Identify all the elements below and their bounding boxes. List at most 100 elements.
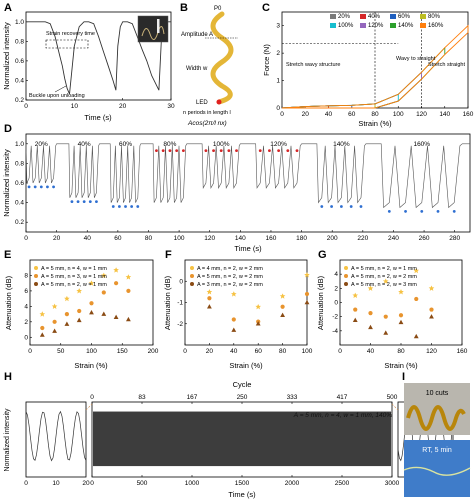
panel-f-xlabel: Strain (%) <box>229 361 263 370</box>
panel-f-xtick-label: 20 <box>206 348 214 355</box>
panel-i-label-rt: RT, 5 min <box>422 447 452 454</box>
panel-d-marker <box>227 149 231 153</box>
panel-d-xtick-label: 280 <box>449 235 460 242</box>
panel-letter-g: G <box>318 249 327 261</box>
panel-c-xtick-label: 120 <box>416 111 427 118</box>
panel-d-marker <box>349 205 353 208</box>
panel-d-marker <box>27 185 31 189</box>
panel-d-marker <box>88 200 92 204</box>
panel-d-marker <box>436 210 440 213</box>
panel-e-legend-marker <box>34 282 38 286</box>
panel-f-point <box>279 293 286 299</box>
panel-d-marker <box>175 149 179 153</box>
panel-d-strain-label: 120% <box>270 141 287 148</box>
panel-d-marker <box>204 149 208 153</box>
panel-f-ytick-label: 0 <box>179 278 183 285</box>
panel-c-legend-label: 40% <box>368 14 381 20</box>
panel-g-point <box>383 330 389 335</box>
panel-letter-h: H <box>4 371 12 383</box>
panel-d-ylabel: Normalized intensity <box>2 149 11 217</box>
panel-g-legend-marker <box>344 274 348 278</box>
panel-e-point <box>39 311 46 317</box>
panel-g-point <box>428 285 435 291</box>
panel-f-ytick-label: -2 <box>177 321 183 328</box>
panel-d-marker <box>82 200 86 204</box>
panel-d-xtick-label: 260 <box>419 235 430 242</box>
panel-c-region-3: Stretch straight <box>428 62 465 68</box>
panel-g-legend-label: A = 5 mm, n = 2, w = 3 mm <box>351 282 417 288</box>
panel-f-point <box>231 327 237 332</box>
panel-f-legend-label: A = 4 mm, n = 2, w = 2 mm <box>197 266 263 272</box>
panel-d-marker <box>181 149 185 153</box>
panel-d-marker <box>130 205 134 208</box>
panel-d-marker <box>76 200 80 204</box>
panel-h-inset-left-frame <box>25 401 87 478</box>
panel-d-marker <box>117 205 121 208</box>
panel-h-top-tick-label: 500 <box>387 394 398 401</box>
panel-e-ytick-label: 0 <box>24 334 28 341</box>
panel-d-xtick-label: 20 <box>53 235 61 242</box>
panel-b-wavy-strip <box>210 11 234 105</box>
panel-f-point <box>207 296 212 301</box>
panel-f-point <box>231 317 236 322</box>
panel-e-point <box>101 272 107 279</box>
panel-f-xtick-label: 0 <box>183 348 187 355</box>
panel-e-xtick-label: 50 <box>57 348 65 355</box>
panel-g-ytick-label: -4 <box>332 328 338 335</box>
panel-a-annotation-buckle: Buckle upon unloading <box>29 93 85 99</box>
panel-h-top-tick-label: 167 <box>187 394 198 401</box>
panel-d-xtick-label: 180 <box>296 235 307 242</box>
panel-d-marker <box>452 210 456 213</box>
panel-d-marker <box>46 185 49 189</box>
panel-letter-c: C <box>262 2 270 14</box>
panel-d-xtick-label: 140 <box>235 235 246 242</box>
panel-f-xtick-label: 60 <box>255 348 263 355</box>
panel-f-legend-label: A = 5 mm, n = 2, w = 2 mm <box>197 274 263 280</box>
panel-a-xtick-label: 0 <box>24 103 28 110</box>
panel-f-point <box>207 304 212 309</box>
panel-b-led-dot <box>216 99 222 105</box>
panel-i-strand <box>403 466 471 476</box>
panel-d-xtick-label: 40 <box>84 235 92 242</box>
panel-a-frame <box>25 11 172 101</box>
panel-h-ylabel: Normalized intensity <box>4 408 11 472</box>
panel-c-xtick-label: 40 <box>325 111 333 118</box>
panel-i-spring-sample <box>406 405 466 431</box>
panel-a-xtick-label: 10 <box>71 103 79 110</box>
panel-a-plot: 0 10 20 30 0.2 0.4 0.6 0.8 1.0 <box>15 19 175 110</box>
panel-d-marker <box>39 185 43 189</box>
panel-e-point <box>89 309 94 315</box>
panel-d-plot: 0 20 40 60 80 100 120 140 160 180 200 220 240 260 280 0… <box>15 141 470 242</box>
panel-h-top-tick-label: 417 <box>337 394 348 401</box>
panel-c-legend-label: 140% <box>398 23 414 29</box>
panel-d-strain-label: 60% <box>119 141 132 148</box>
panel-c-ytick-label: 2 <box>276 50 280 57</box>
panel-f-ylabel: Attenuation (dB) <box>163 275 172 330</box>
panel-letter-i: I <box>402 371 405 383</box>
panel-d-ytick-label: 0.8 <box>15 160 24 167</box>
panel-c-legend-swatch <box>420 23 426 28</box>
panel-g-point <box>429 314 434 319</box>
panel-e-point <box>76 288 82 294</box>
panel-e-point <box>77 308 82 314</box>
panel-d-xtick-label: 200 <box>327 235 338 242</box>
panel-f: 0 20 40 60 80 100 -2 -1 0 A = 4 mm, n = 2, w = 2 … <box>163 259 313 370</box>
panel-a-series-line <box>26 21 171 95</box>
panel-e-point <box>101 290 106 295</box>
panel-d-marker <box>330 205 333 208</box>
panel-e-point <box>126 288 131 294</box>
panel-f-xtick-label: 100 <box>302 348 313 355</box>
panel-d-marker <box>420 210 424 213</box>
panel-b-label-p0: P0 <box>214 6 222 12</box>
panel-e-point <box>64 295 70 302</box>
panel-a-ytick-label: 0.4 <box>15 77 24 84</box>
panel-h-top-tick-label: 0 <box>90 394 94 401</box>
panel-e-legend-marker <box>34 266 38 270</box>
panel-d-marker <box>235 149 238 153</box>
panel-f-frame <box>184 259 308 346</box>
panel-d-marker <box>286 149 290 153</box>
panel-a-inset-photo <box>137 15 169 43</box>
panel-h-inset-left-tick-label: 0 <box>24 480 28 487</box>
panel-g-point <box>368 324 373 330</box>
panel-c-legend-swatch <box>390 23 396 28</box>
